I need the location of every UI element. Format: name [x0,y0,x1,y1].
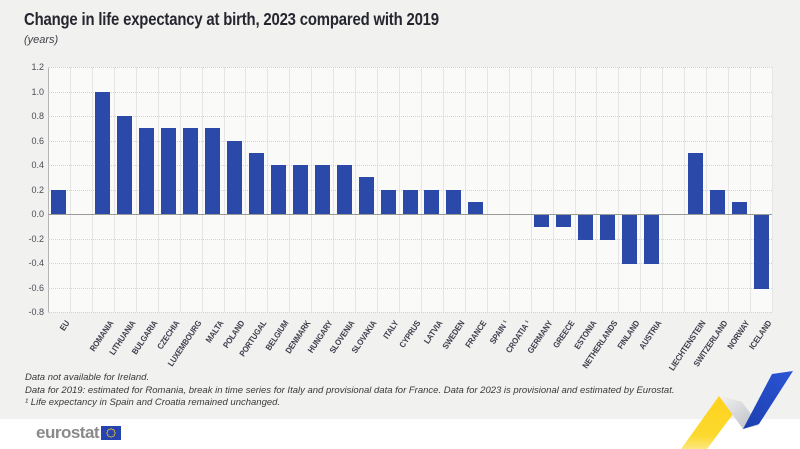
bar [205,128,221,214]
grid-hline [48,263,772,264]
y-axis-tick-label: 1.0 [31,86,44,97]
footnote-spain-croatia: ¹ Life expectancy in Spain and Croatia r… [25,397,281,408]
chart-title: Change in life expectancy at birth, 2023… [24,9,439,29]
chart-footnotes: Data not available for Ireland. Data for… [25,372,675,410]
eu-flag-icon [101,425,122,440]
eurostat-logo-text: eurostat [36,423,100,442]
bar [139,128,155,214]
grid-hline [48,116,772,117]
bar [731,201,747,214]
y-axis-tick-label: -0.2 [28,233,44,244]
y-axis-tick-label: 0.6 [31,135,44,146]
grid-hline [48,312,772,313]
bar [402,189,418,214]
y-axis-tick-label: -0.8 [28,307,44,317]
bar [621,215,637,264]
y-axis-tick-label: 0.2 [31,184,44,195]
eurostat-logo: eurostat [36,423,122,442]
bar [556,215,572,228]
footnote-ireland: Data not available for Ireland. [25,372,150,383]
bar [446,189,462,214]
grid-hline [48,140,772,142]
y-axis-tick-label: -0.4 [28,258,44,268]
footer-strip: eurostat [0,419,800,449]
grid-hline [48,238,772,240]
bar [753,215,769,289]
bar [117,116,133,214]
grid-vline [772,67,773,312]
chart-subtitle: (years) [24,34,59,46]
bar [358,177,374,214]
bar [468,201,484,214]
bar [380,189,396,214]
bar [687,152,703,214]
bar [314,165,330,214]
bar [578,215,594,240]
grid-hline [48,287,772,289]
bar [709,189,725,214]
grid-hline [48,165,772,166]
bar [161,128,177,214]
y-axis-tick-label: 0.4 [31,160,44,170]
bar [51,189,67,214]
y-axis-tick-label: 0.8 [31,111,44,121]
bar [643,215,659,264]
bar [534,215,550,228]
bar [599,215,615,240]
bar [226,140,242,214]
bar [95,91,111,214]
bar [292,165,308,214]
bar [424,189,440,214]
bar [248,152,264,214]
bar [336,165,352,214]
footnote-data-quality: Data for 2019: estimated for Romania, br… [25,384,675,396]
bar [183,128,199,214]
zero-line [48,214,772,215]
y-axis-tick-label: 1.2 [31,62,44,72]
y-axis-tick-label: -0.6 [28,282,44,293]
grid-hline [48,91,772,93]
trend-ribbon-graphic [681,371,793,449]
bar [270,165,286,214]
y-axis-tick-label: 0.0 [31,209,44,219]
grid-hline [48,67,772,68]
